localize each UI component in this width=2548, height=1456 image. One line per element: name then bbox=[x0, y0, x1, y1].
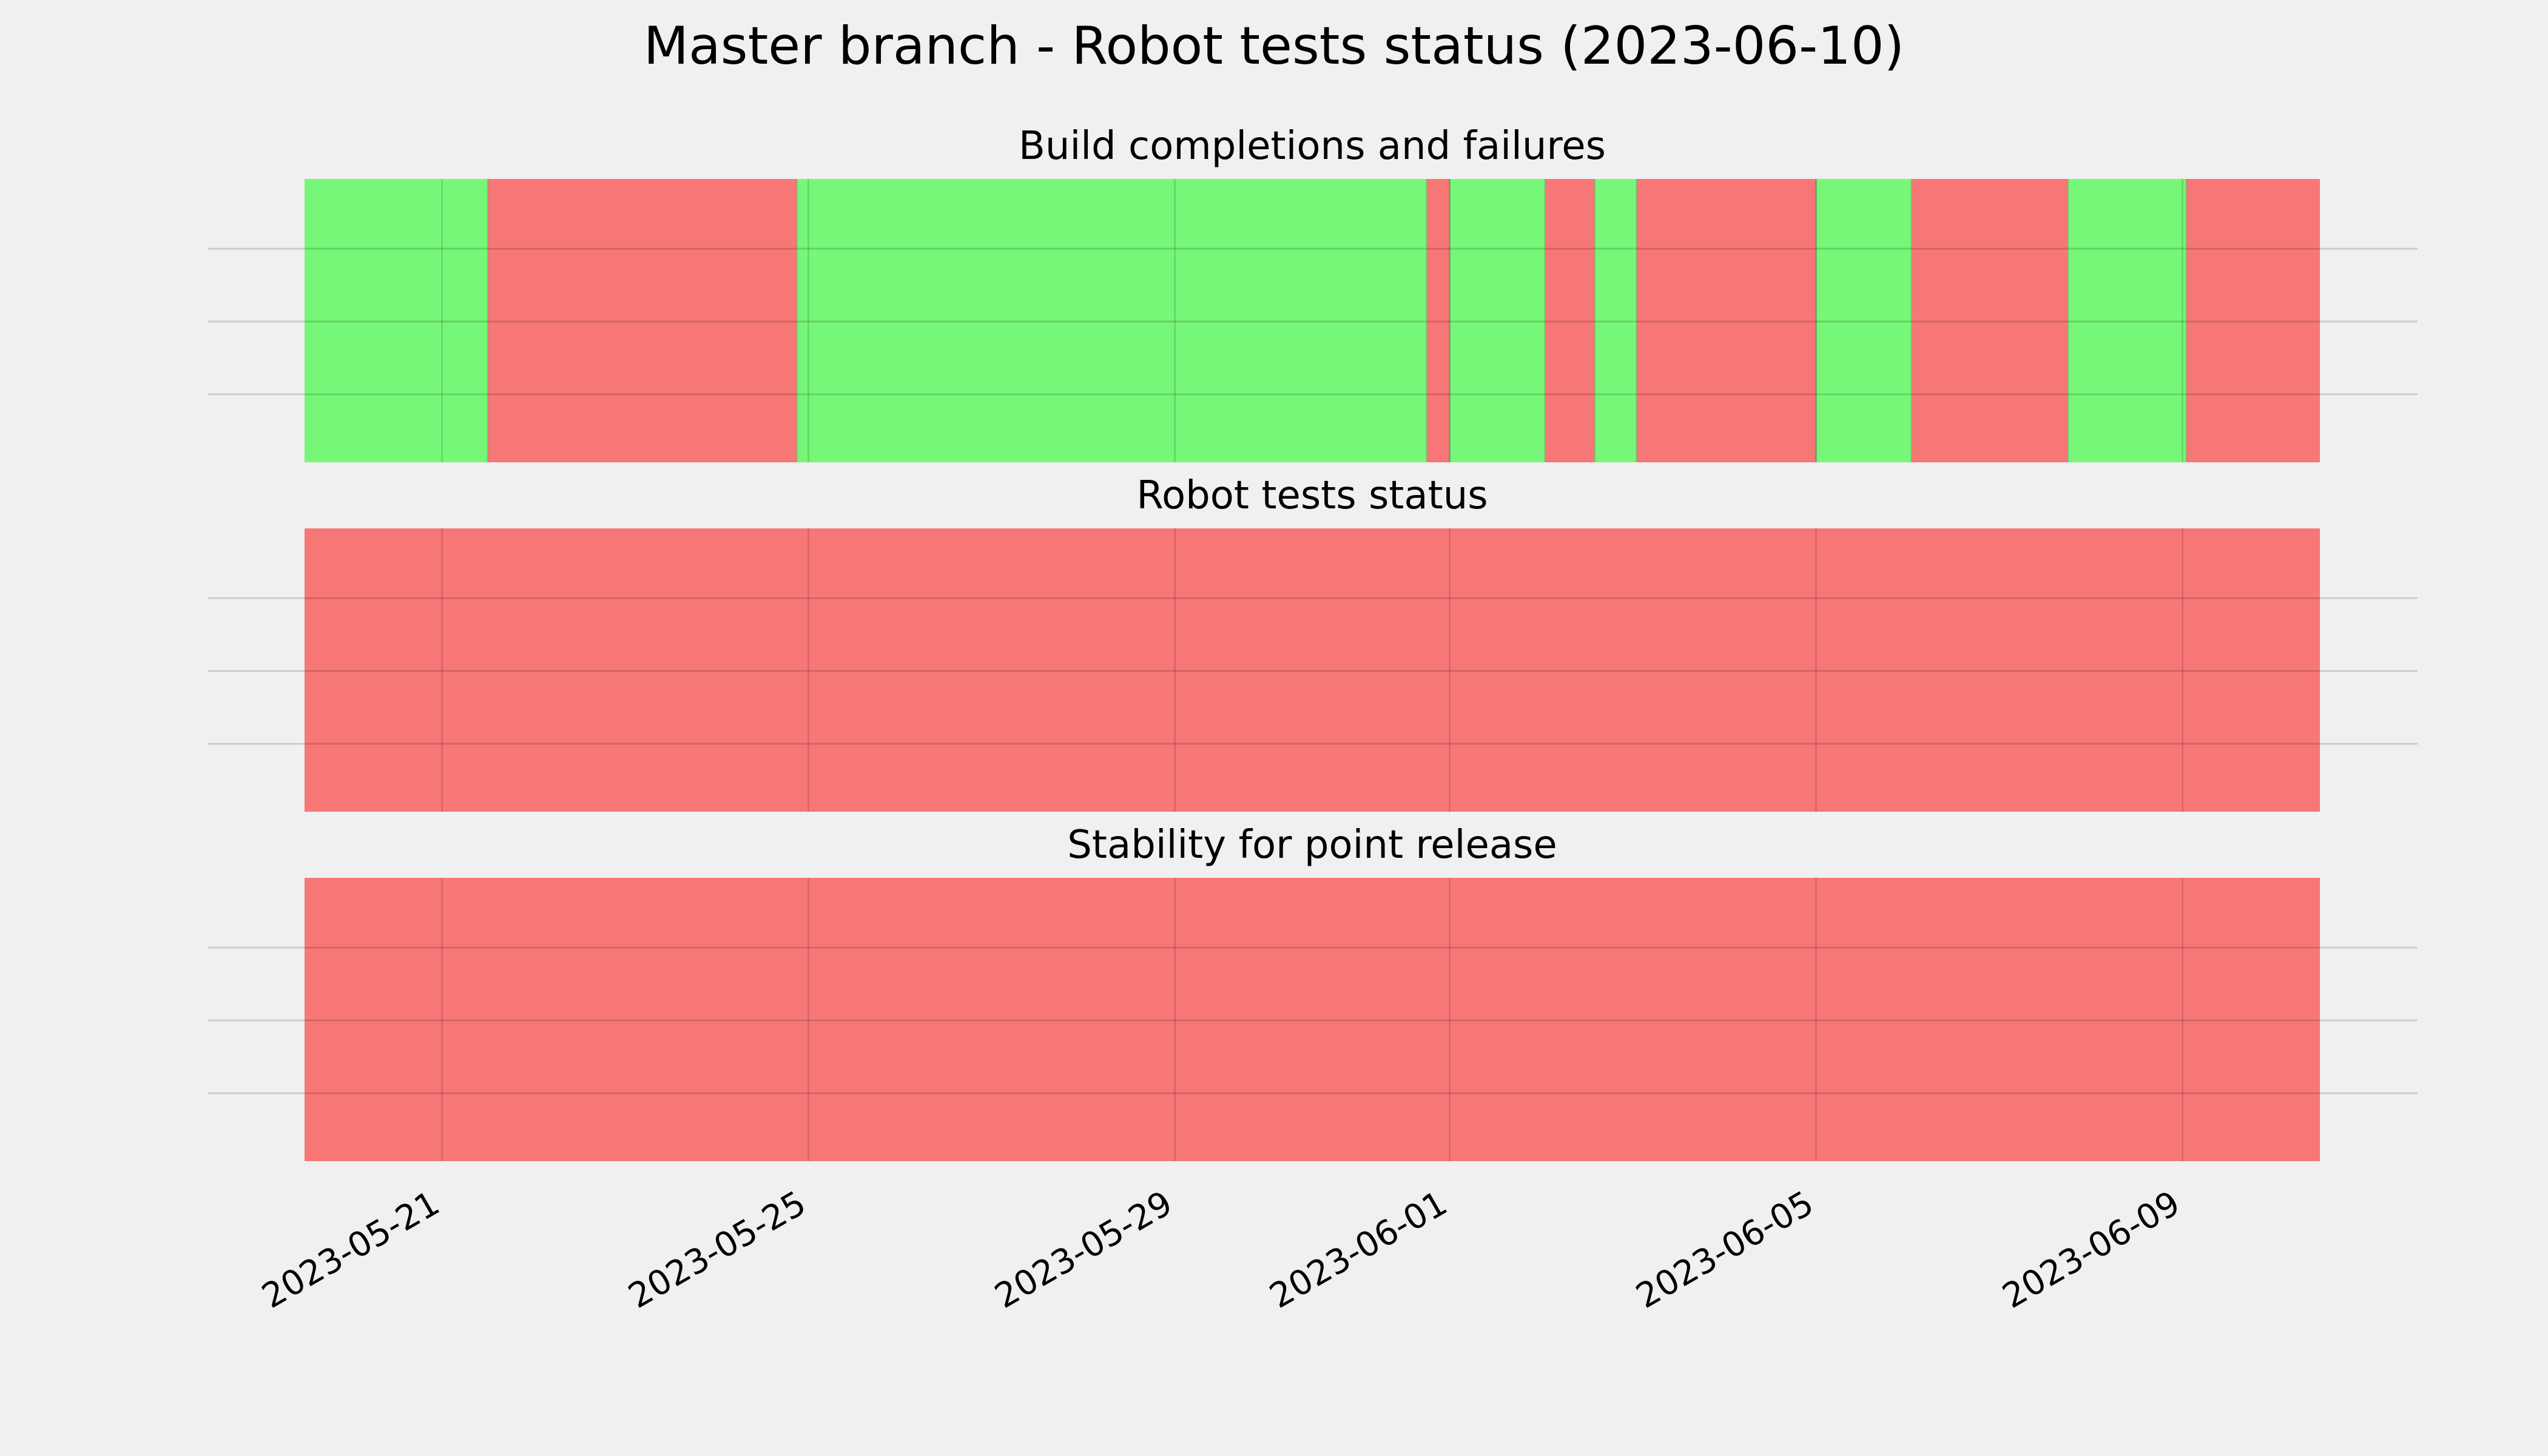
status-segment-pass bbox=[1816, 179, 1912, 462]
status-segment-fail bbox=[305, 528, 2320, 812]
status-segment-fail bbox=[305, 878, 2320, 1161]
panel-2: Robot tests status bbox=[208, 473, 2418, 812]
status-segment-fail bbox=[1426, 179, 1450, 462]
status-segment-pass bbox=[2068, 179, 2186, 462]
status-segment-fail bbox=[488, 179, 797, 462]
chart-panels: Build completions and failures Robot test… bbox=[208, 124, 2418, 1161]
panel-title: Robot tests status bbox=[1136, 473, 1488, 518]
status-segment-pass bbox=[1594, 179, 1637, 462]
panel-title: Build completions and failures bbox=[1019, 124, 1606, 169]
status-segment-pass bbox=[305, 179, 488, 462]
status-segment-fail bbox=[1911, 179, 2068, 462]
chart-title: Master branch - Robot tests status (2023… bbox=[644, 16, 1904, 76]
status-segment-fail bbox=[1636, 179, 1816, 462]
panel-3: Stability for point release bbox=[208, 823, 2418, 1161]
status-segment-pass bbox=[1449, 179, 1545, 462]
status-segment-fail bbox=[2186, 179, 2320, 462]
status-segment-pass bbox=[797, 179, 1427, 462]
panel-title: Stability for point release bbox=[1067, 823, 1557, 868]
panel-1: Build completions and failures bbox=[208, 124, 2418, 462]
status-segment-fail bbox=[1545, 179, 1595, 462]
